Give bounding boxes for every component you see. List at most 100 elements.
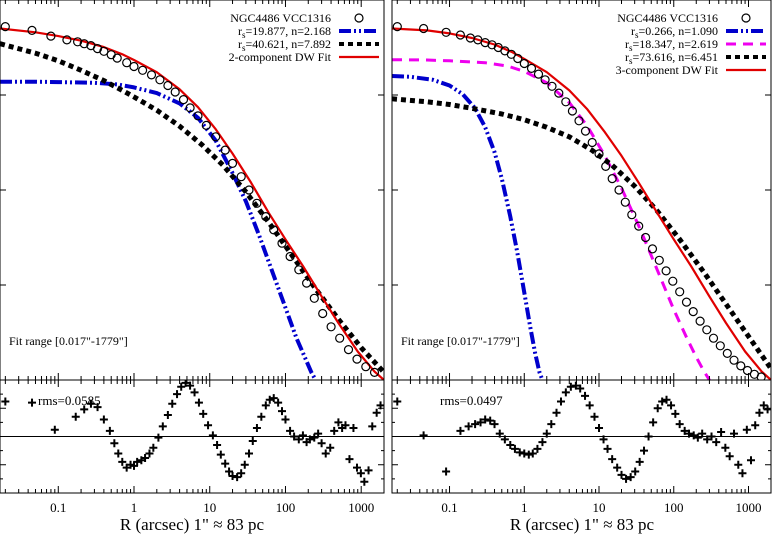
residual-point xyxy=(622,474,631,483)
left-profile-plot xyxy=(0,22,384,380)
data-point xyxy=(722,348,732,358)
residual-point xyxy=(738,469,747,478)
residual-point xyxy=(667,401,676,410)
residual-point xyxy=(721,443,730,452)
data-point xyxy=(554,88,564,98)
residual-point xyxy=(746,456,755,465)
residual-point xyxy=(352,463,361,472)
residual-point xyxy=(590,412,599,421)
residual-point xyxy=(177,382,186,391)
right-residuals-plot xyxy=(392,381,771,483)
data-point xyxy=(547,81,557,91)
data-point xyxy=(112,53,122,63)
data-point xyxy=(695,316,705,326)
residual-point xyxy=(725,452,734,461)
residual-point xyxy=(252,424,261,433)
residual-point xyxy=(360,477,369,486)
data-point xyxy=(634,221,644,231)
series-line-1 xyxy=(392,74,545,380)
residual-point xyxy=(486,416,495,425)
data-point xyxy=(122,58,132,68)
residual-point xyxy=(269,394,278,403)
residual-point xyxy=(240,460,249,469)
residual-point xyxy=(158,422,167,431)
residual-point xyxy=(133,457,142,466)
legend-label: 3-component DW Fit xyxy=(616,63,719,77)
residual-point xyxy=(671,409,680,418)
residual-point xyxy=(759,401,768,410)
data-point xyxy=(352,354,362,364)
data-point xyxy=(708,333,719,343)
residual-point xyxy=(734,460,743,469)
data-point xyxy=(540,75,550,85)
residual-point xyxy=(595,424,604,433)
data-point xyxy=(106,50,116,60)
residual-point xyxy=(490,420,499,429)
residual-point xyxy=(356,469,365,478)
residual-point xyxy=(248,437,257,446)
residual-point xyxy=(515,448,524,457)
data-point xyxy=(419,23,429,34)
residual-point xyxy=(298,431,307,440)
x-axis-label-right: R (arcsec) 1" ≈ 83 pc xyxy=(510,515,655,534)
residual-point xyxy=(751,421,760,430)
data-point xyxy=(294,265,304,275)
residual-point xyxy=(105,426,114,435)
residual-point xyxy=(635,457,644,466)
residual-point xyxy=(204,421,213,430)
data-point xyxy=(561,97,571,107)
residual-point xyxy=(199,409,208,418)
residual-point xyxy=(216,450,225,459)
residual-point xyxy=(742,425,751,434)
residual-point xyxy=(163,411,172,420)
residual-point xyxy=(649,418,658,427)
data-point xyxy=(99,46,109,56)
data-point xyxy=(227,158,238,168)
residual-point xyxy=(471,420,480,429)
data-point xyxy=(27,25,37,35)
residual-point xyxy=(506,440,515,449)
data-point xyxy=(343,345,354,355)
data-point xyxy=(155,75,165,85)
data-point xyxy=(193,111,203,121)
data-point xyxy=(506,49,516,59)
data-point xyxy=(302,278,312,288)
data-point xyxy=(185,103,195,113)
x-tick-label: 0.1 xyxy=(50,500,66,515)
residual-point xyxy=(317,439,326,448)
residual-point xyxy=(274,398,283,407)
x-tick-label: 100 xyxy=(664,500,684,515)
legend-label: NGC4486 VCC1316 xyxy=(230,11,331,25)
data-point xyxy=(455,30,465,40)
data-point xyxy=(369,367,380,377)
residual-point xyxy=(685,429,694,438)
residual-point xyxy=(542,429,551,438)
x-tick-label: 1000 xyxy=(348,500,374,515)
residual-point xyxy=(208,431,217,440)
data-point xyxy=(661,266,671,276)
data-point xyxy=(513,53,523,64)
residual-point xyxy=(237,469,246,478)
data-point xyxy=(163,80,173,91)
residual-point xyxy=(464,422,473,431)
data-point xyxy=(170,87,180,97)
data-point xyxy=(614,185,624,195)
residual-point xyxy=(372,408,381,417)
data-point xyxy=(487,40,497,50)
residual-point xyxy=(613,463,622,472)
data-point xyxy=(277,238,287,248)
series-line-4 xyxy=(392,27,771,380)
data-point xyxy=(627,210,637,220)
residual-point xyxy=(712,438,721,447)
residual-point xyxy=(608,455,617,464)
residual-point xyxy=(552,408,561,417)
residual-point xyxy=(286,426,295,435)
data-point xyxy=(285,251,295,262)
data-point xyxy=(519,58,529,69)
left-residuals-plot xyxy=(0,380,384,486)
data-point xyxy=(201,120,211,131)
residual-point xyxy=(326,443,335,452)
residual-point xyxy=(442,467,451,476)
legend-symbol xyxy=(741,13,751,23)
series-line-2 xyxy=(0,41,384,375)
